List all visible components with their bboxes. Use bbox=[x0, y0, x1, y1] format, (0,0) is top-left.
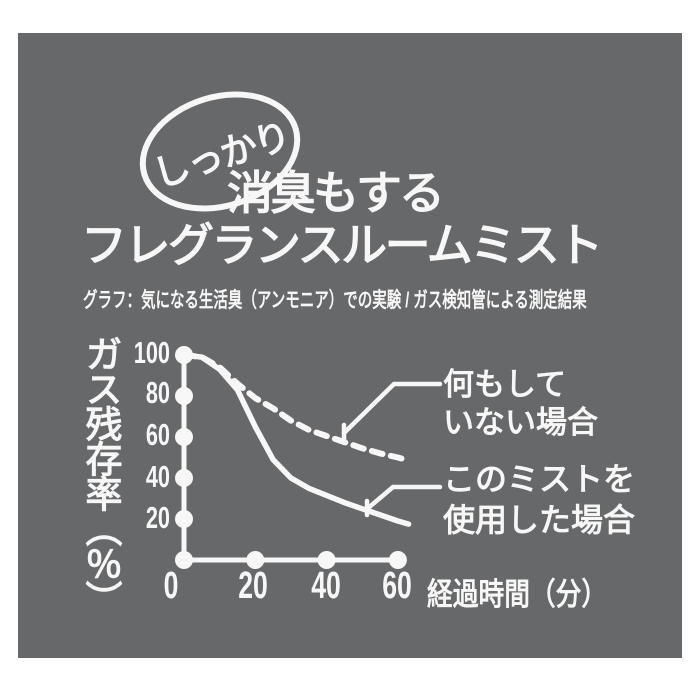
y-tick-100: 100 bbox=[133, 335, 170, 370]
y-tick-40: 40 bbox=[145, 459, 170, 494]
axis-tick-dots bbox=[175, 346, 407, 569]
axis-dot bbox=[317, 551, 336, 569]
axes bbox=[181, 349, 404, 563]
axis-dot bbox=[175, 469, 193, 487]
title-line1: 消臭もする bbox=[227, 167, 445, 219]
axis-dot bbox=[175, 387, 193, 405]
callout-leader-mist bbox=[364, 484, 443, 518]
x-tick-20: 20 bbox=[238, 565, 268, 607]
chart-caption: グラフ：気になる生活臭（アンモニア）での実験 / ガス検知管による測定結果 bbox=[83, 289, 587, 312]
annotation-untreated-line1: 何もして bbox=[443, 367, 567, 402]
y-tick-60: 60 bbox=[145, 417, 170, 452]
leader-line-untreated bbox=[341, 381, 443, 436]
x-tick-40: 40 bbox=[311, 565, 341, 607]
leader-line-mist bbox=[364, 484, 443, 512]
y-axis-label: ガス残存率（％） bbox=[80, 335, 121, 615]
annotation-mist-line1: このミストを bbox=[443, 461, 636, 497]
series-line-mist bbox=[181, 352, 412, 527]
x-tick-0: 0 bbox=[163, 565, 179, 607]
axis-dot bbox=[175, 551, 193, 569]
axis-dot bbox=[246, 551, 265, 569]
x-tick-60: 60 bbox=[382, 565, 412, 607]
y-tick-80: 80 bbox=[145, 375, 170, 410]
callout-leader-untreated bbox=[341, 381, 443, 443]
axis-dot bbox=[175, 346, 193, 364]
annotation-untreated-line2: いない場合 bbox=[443, 405, 598, 440]
ad-panel: しっかり 消臭もする フレグランスルームミスト グラフ：気になる生活臭（アンモニ… bbox=[18, 33, 682, 658]
axis-dot bbox=[175, 428, 193, 446]
title-line2: フレグランスルームミスト bbox=[81, 219, 603, 271]
annotation-mist: このミストを 使用した場合 bbox=[443, 459, 635, 541]
x-axis-label: 経過時間（分） bbox=[427, 577, 608, 612]
axis-dot bbox=[388, 551, 407, 569]
annotation-untreated: 何もして いない場合 bbox=[443, 366, 598, 442]
y-tick-20: 20 bbox=[145, 500, 170, 535]
annotation-mist-line2: 使用した場合 bbox=[443, 502, 636, 538]
axis-dot bbox=[175, 510, 193, 528]
